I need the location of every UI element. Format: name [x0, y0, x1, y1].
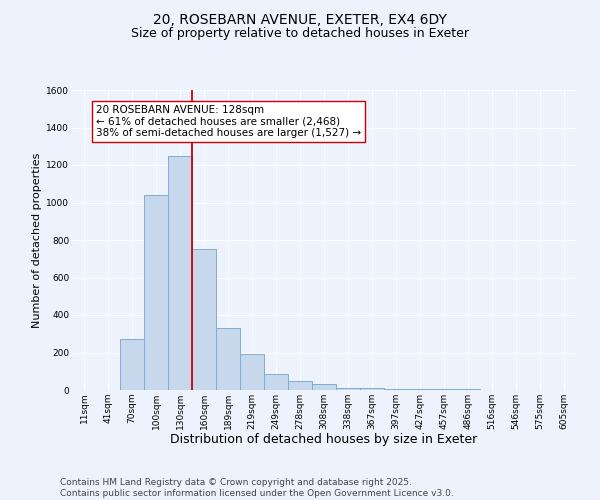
Bar — [360, 388, 384, 390]
Text: Size of property relative to detached houses in Exeter: Size of property relative to detached ho… — [131, 28, 469, 40]
Bar — [144, 195, 168, 390]
Bar — [408, 389, 432, 390]
Bar — [336, 388, 360, 390]
Text: Contains HM Land Registry data © Crown copyright and database right 2025.
Contai: Contains HM Land Registry data © Crown c… — [60, 478, 454, 498]
Bar — [240, 354, 264, 390]
Text: 20 ROSEBARN AVENUE: 128sqm
← 61% of detached houses are smaller (2,468)
38% of s: 20 ROSEBARN AVENUE: 128sqm ← 61% of deta… — [96, 105, 361, 138]
Bar — [216, 328, 240, 390]
Bar — [288, 380, 312, 390]
Bar — [432, 389, 456, 390]
Bar — [168, 156, 192, 390]
Bar — [192, 250, 216, 390]
X-axis label: Distribution of detached houses by size in Exeter: Distribution of detached houses by size … — [170, 434, 478, 446]
Bar — [312, 384, 336, 390]
Bar — [264, 374, 288, 390]
Bar — [120, 340, 144, 390]
Text: 20, ROSEBARN AVENUE, EXETER, EX4 6DY: 20, ROSEBARN AVENUE, EXETER, EX4 6DY — [153, 12, 447, 26]
Bar — [384, 389, 408, 390]
Y-axis label: Number of detached properties: Number of detached properties — [32, 152, 42, 328]
